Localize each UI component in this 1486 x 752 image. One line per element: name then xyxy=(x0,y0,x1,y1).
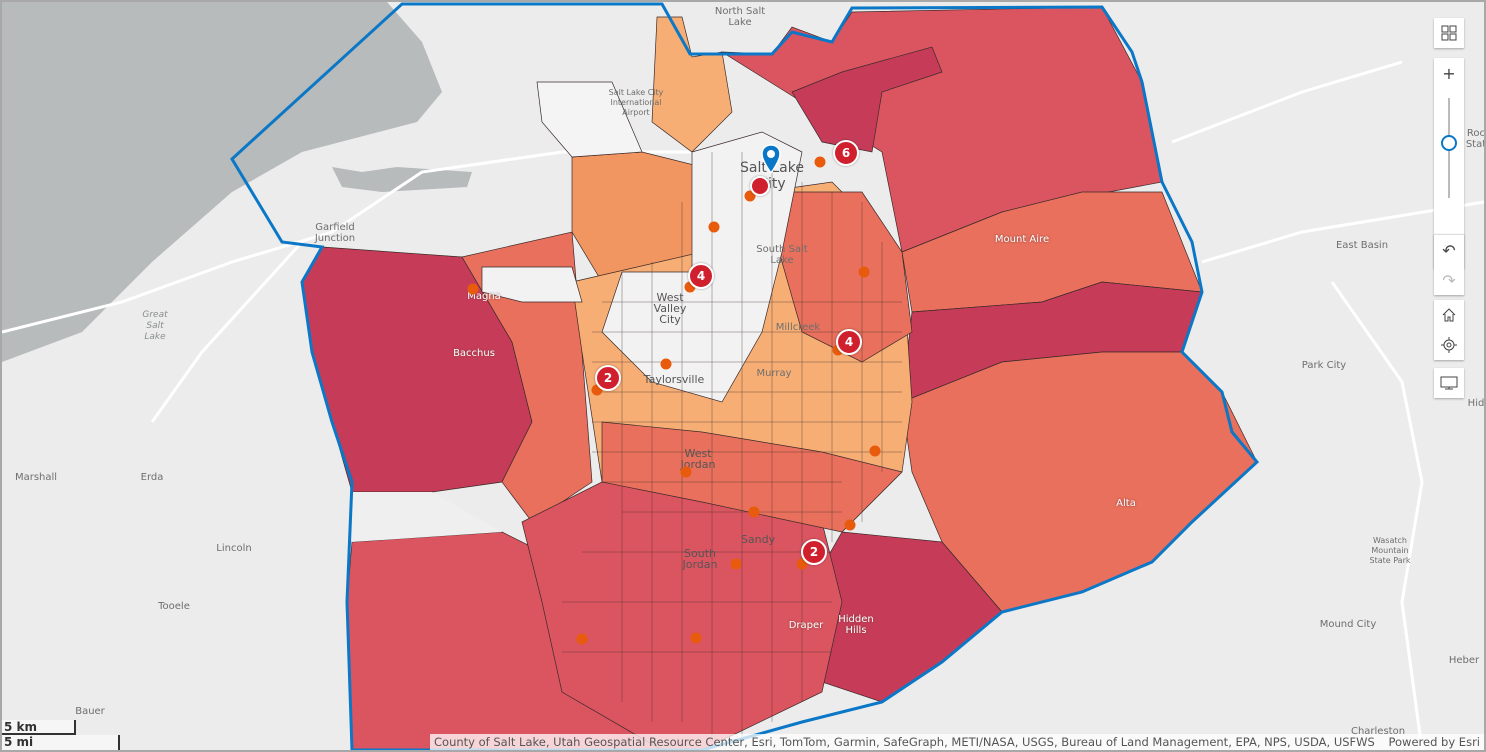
region-ne-dark xyxy=(791,46,943,153)
label-west-valley-city: West Valley City xyxy=(653,291,687,326)
label-murray: Murray xyxy=(756,368,792,379)
scale-bar-metric-label: 5 km xyxy=(4,720,38,734)
tract-lines xyxy=(562,152,902,742)
attribution-bar[interactable]: County of Salt Lake, Utah Geospatial Res… xyxy=(430,734,1484,750)
label-marshall: Marshall xyxy=(14,472,58,483)
label-rock-state: Roc Stat xyxy=(1465,128,1484,150)
point-marker[interactable] xyxy=(814,156,826,168)
point-marker[interactable] xyxy=(730,558,742,570)
label-bauer: Bauer xyxy=(75,706,105,717)
monitor-icon xyxy=(1440,376,1458,390)
point-marker[interactable] xyxy=(708,221,720,233)
label-south-salt-lake: South Salt Lake xyxy=(756,244,808,266)
region-nodata-south xyxy=(352,492,502,542)
label-hidden-hills: Hidden Hills xyxy=(838,614,874,636)
scale-bar-metric: 5 km xyxy=(2,720,76,735)
locate-icon xyxy=(1441,337,1457,353)
county-boundary xyxy=(230,2,1260,750)
label-tooele: Tooele xyxy=(158,601,190,612)
fullscreen-button[interactable] xyxy=(1434,368,1464,398)
label-east-basin: East Basin xyxy=(1335,240,1389,251)
point-marker[interactable] xyxy=(869,445,881,457)
region-nodata-west xyxy=(481,266,583,303)
history-control: ↶ ↷ xyxy=(1434,234,1464,295)
basemap-gallery-icon[interactable] xyxy=(1434,18,1464,48)
zoom-slider[interactable] xyxy=(1434,88,1464,238)
point-marker[interactable] xyxy=(576,633,588,645)
label-alta: Alta xyxy=(1116,498,1136,509)
label-north-salt-lake: North Salt Lake xyxy=(714,6,766,28)
point-marker[interactable] xyxy=(858,266,870,278)
point-marker[interactable] xyxy=(796,558,808,570)
zoom-slider-thumb[interactable] xyxy=(1441,135,1457,151)
cluster-marker[interactable]: 2 xyxy=(595,365,621,391)
label-mound-city: Mound City xyxy=(1319,619,1377,630)
point-marker[interactable] xyxy=(748,506,760,518)
home-icon xyxy=(1442,308,1456,322)
label-bacchus: Bacchus xyxy=(453,348,495,359)
scale-bar-imperial-label: 5 mi xyxy=(4,735,34,749)
cluster-marker[interactable]: 6 xyxy=(833,140,859,166)
label-erda: Erda xyxy=(140,472,164,483)
point-marker[interactable] xyxy=(684,281,696,293)
label-taylorsville: Taylorsville xyxy=(643,373,705,386)
great-salt-lake xyxy=(2,2,442,362)
label-draper: Draper xyxy=(788,620,824,631)
fullscreen-button-inner[interactable] xyxy=(1434,368,1464,398)
undo-button[interactable]: ↶ xyxy=(1442,240,1456,260)
zoom-in-button[interactable]: + xyxy=(1442,63,1456,83)
label-lincoln: Lincoln xyxy=(216,543,252,554)
point-marker[interactable] xyxy=(680,466,692,478)
cluster-marker[interactable]: 2 xyxy=(801,539,827,565)
cluster-marker[interactable]: 4 xyxy=(688,263,714,289)
label-charleston: Charleston xyxy=(1350,726,1406,737)
label-magna: Magna xyxy=(467,291,501,302)
point-marker[interactable] xyxy=(744,190,756,202)
point-marker[interactable] xyxy=(467,283,479,295)
powered-by-esri[interactable]: Powered by Esri xyxy=(1388,735,1481,749)
label-west-jordan: West Jordan xyxy=(680,447,716,471)
label-sandy: Sandy xyxy=(740,533,776,546)
point-marker[interactable] xyxy=(690,632,702,644)
label-wasatch: Wasatch Mountain State Park xyxy=(1369,536,1411,565)
point-marker[interactable] xyxy=(844,519,856,531)
label-park-city: Park City xyxy=(1301,360,1347,371)
attribution-text[interactable]: County of Salt Lake, Utah Geospatial Res… xyxy=(434,735,1375,749)
region-nodata-north xyxy=(536,81,643,158)
point-marker[interactable] xyxy=(591,384,603,396)
label-hid: Hid xyxy=(1467,398,1484,409)
label-great-salt-lake: Great Salt Lake xyxy=(142,310,168,342)
location-pin-icon[interactable] xyxy=(761,144,781,174)
region-urban-south xyxy=(601,421,903,533)
cluster-marker[interactable]: 4 xyxy=(836,329,862,355)
label-south-jordan: South Jordan xyxy=(682,547,718,571)
basemap-gallery-button[interactable] xyxy=(1434,18,1464,48)
locate-button[interactable] xyxy=(1434,330,1464,360)
scale-bar-imperial: 5 mi xyxy=(2,735,120,750)
label-millcreek: Millcreek xyxy=(775,322,821,333)
point-marker[interactable] xyxy=(660,358,672,370)
label-garfield-junction: Garfield Junction xyxy=(314,222,356,244)
cluster-marker[interactable] xyxy=(750,176,770,196)
label-heber: Heber xyxy=(1448,655,1480,666)
label-mount-aire: Mount Aire xyxy=(994,234,1050,245)
redo-button[interactable]: ↷ xyxy=(1442,270,1456,290)
label-airport: Salt Lake City International Airport xyxy=(608,88,664,117)
navigation-control xyxy=(1434,300,1464,360)
home-button[interactable] xyxy=(1434,300,1464,330)
region-north-strip xyxy=(651,16,733,153)
lake-islands xyxy=(332,167,472,192)
